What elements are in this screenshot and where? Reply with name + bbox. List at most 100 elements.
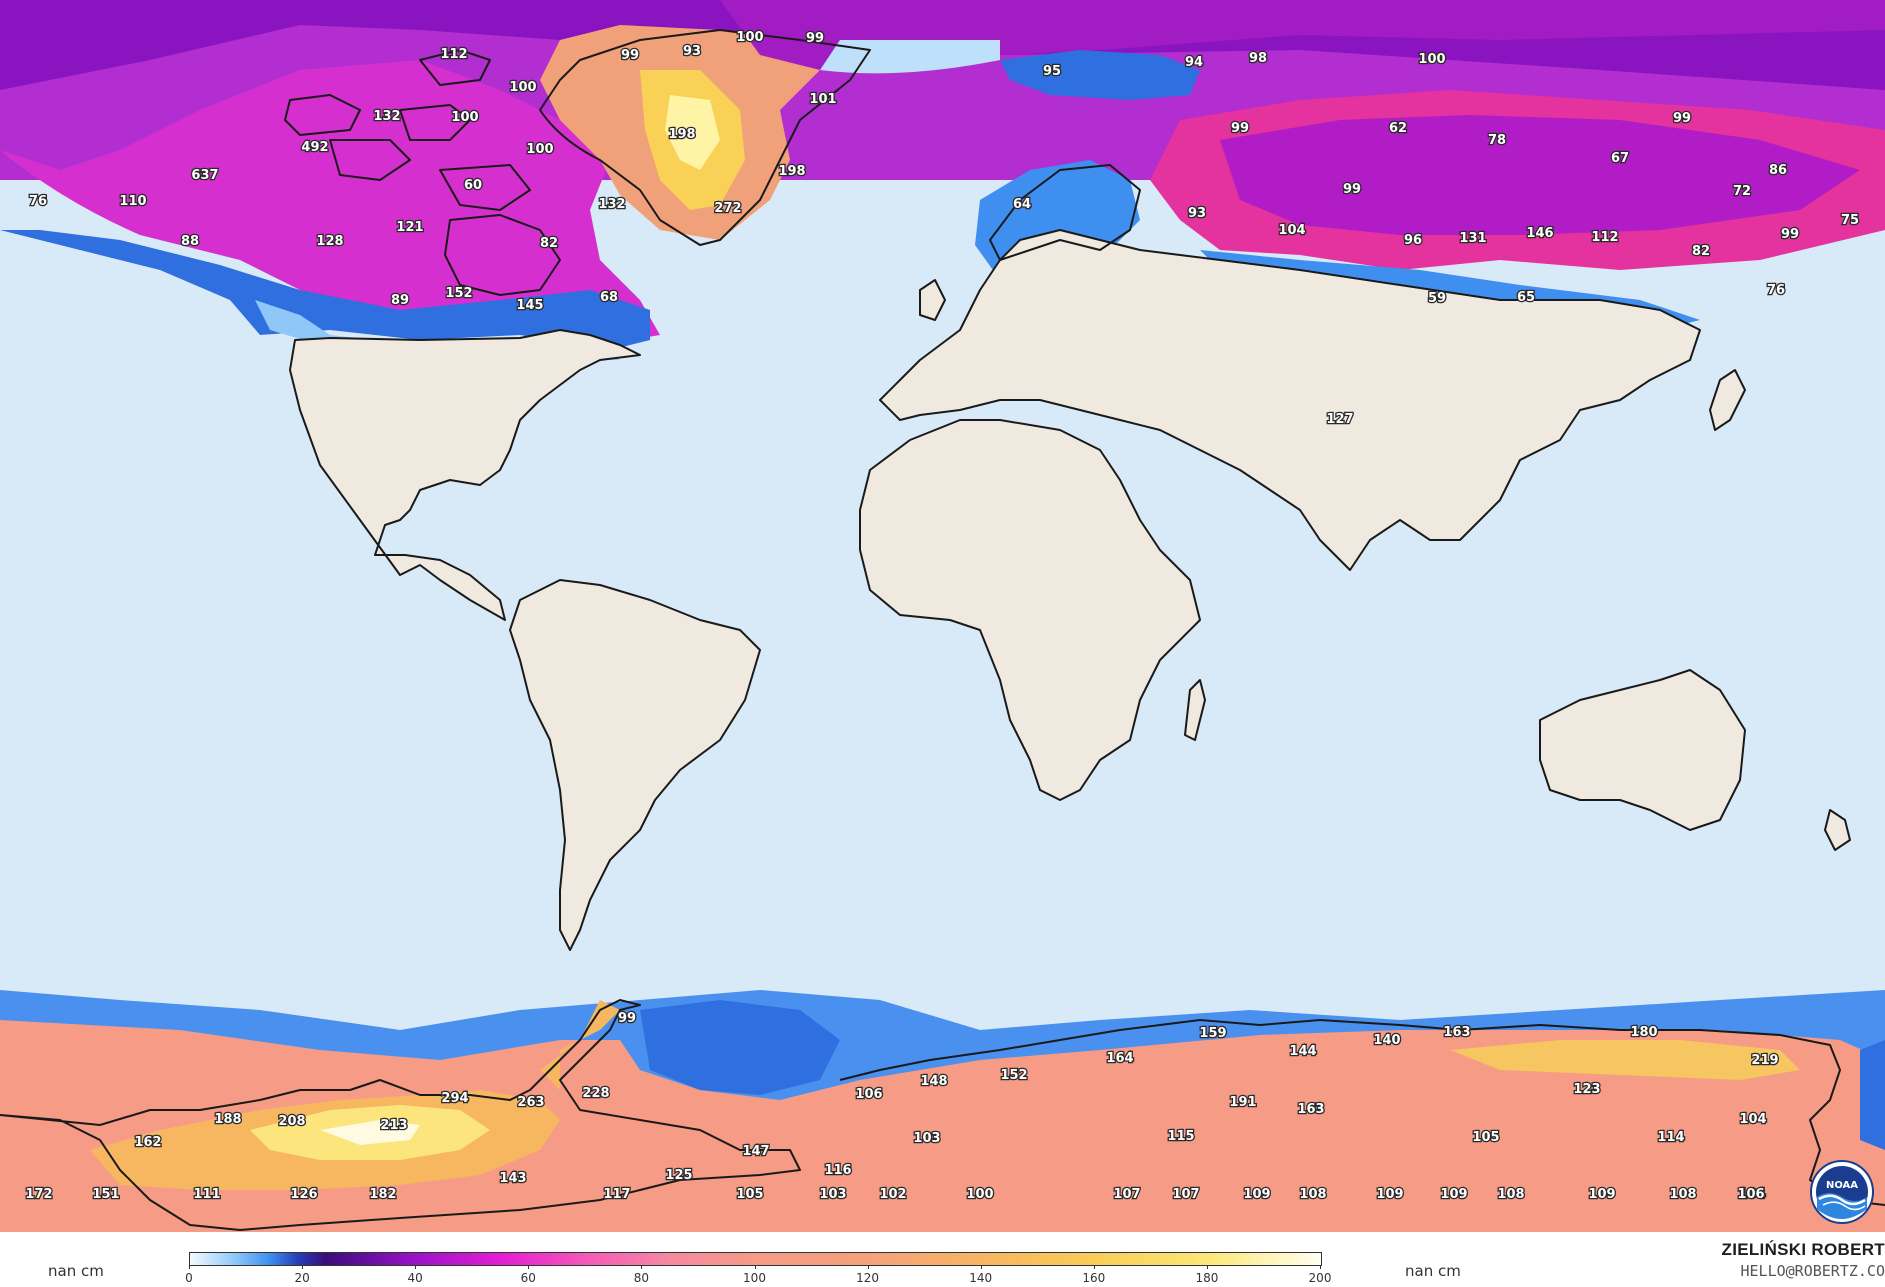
- snow-depth-value-label: 65: [1517, 290, 1535, 305]
- coast-outlines: [0, 49, 1885, 1231]
- snow-depth-value-label: 95: [1043, 64, 1061, 79]
- snow-depth-value-label: 103: [819, 1187, 846, 1202]
- snow-depth-value-label: 152: [445, 286, 472, 301]
- colorbar-tick-label: 100: [743, 1271, 766, 1285]
- snow-depth-value-label: 101: [809, 92, 836, 107]
- snow-depth-value-label: 68: [600, 290, 618, 305]
- snow-depth-value-label: 637: [191, 168, 218, 183]
- snow-depth-value-label: 100: [526, 142, 553, 157]
- snow-depth-value-label: 104: [1278, 223, 1305, 238]
- snow-depth-value-label: 110: [119, 194, 146, 209]
- snow-depth-value-label: 76: [29, 194, 47, 209]
- snow-depth-value-label: 108: [1497, 1187, 1524, 1202]
- legend-footer: nan cm 0 20 40 60 80 100 120 140 160 180 200 nan c…: [0, 1232, 1885, 1287]
- snow-depth-value-label: 78: [1488, 133, 1506, 148]
- snow-depth-value-label: 143: [499, 1171, 526, 1186]
- south-america-land: [509, 579, 761, 951]
- author-email[interactable]: HELLO@ROBERTZ.CO: [1740, 1262, 1885, 1280]
- snow-depth-value-label: 492: [301, 140, 328, 155]
- value-labels: 112 99 93 100 99 100 132 100 492 100 60 132 82 145 68 1…: [24, 29, 1860, 1204]
- snow-depth-value-label: 131: [1459, 231, 1486, 246]
- snow-depth-value-label: 114: [1657, 1130, 1684, 1145]
- north-america-land: [289, 329, 641, 621]
- snow-depth-value-label: 109: [1588, 1187, 1615, 1202]
- snow-depth-value-label: 76: [1767, 283, 1785, 298]
- snow-depth-value-label: 148: [920, 1074, 947, 1089]
- snow-depth-value-label: 106: [855, 1087, 882, 1102]
- snow-depth-value-label: 263: [517, 1095, 544, 1110]
- snow-depth-value-label: 100: [966, 1187, 993, 1202]
- snow-depth-value-label: 188: [214, 1112, 241, 1127]
- snow-depth-value-label: 146: [1526, 226, 1553, 241]
- landmasses: [289, 29, 1851, 951]
- snow-depth-value-label: 109: [1376, 1187, 1403, 1202]
- snow-depth-value-label: 99: [1231, 121, 1249, 136]
- southern-snow-field: [0, 990, 1885, 1232]
- colorbar-tick-label: 140: [969, 1271, 993, 1285]
- unit-label-left: nan cm: [48, 1262, 104, 1280]
- snow-depth-value-label: 172: [25, 1187, 52, 1202]
- snow-depth-value-label: 163: [1297, 1102, 1324, 1117]
- snow-depth-map[interactable]: 112 99 93 100 99 100 132 100 492 100 60 132 82 145 68 1…: [0, 0, 1885, 1232]
- snow-depth-value-label: 125: [665, 1168, 692, 1183]
- scandinavia-coast: [989, 164, 1141, 261]
- snow-depth-value-label: 132: [373, 109, 400, 124]
- snow-depth-value-label: 100: [451, 110, 478, 125]
- colorbar-tick-label: 20: [294, 1271, 310, 1285]
- snow-depth-value-label: 219: [1751, 1053, 1778, 1068]
- snow-depth-value-label: 112: [1591, 230, 1618, 245]
- snow-depth-value-label: 108: [1669, 1187, 1696, 1202]
- snow-depth-value-label: 67: [1611, 151, 1629, 166]
- colorbar-tick: [867, 1265, 869, 1269]
- colorbar-tick: [1206, 1265, 1208, 1269]
- snow-depth-value-label: 132: [598, 197, 625, 212]
- snow-depth-value-label: 180: [1630, 1025, 1657, 1040]
- snow-depth-value-label: 109: [1243, 1187, 1270, 1202]
- europe-africa-land: [859, 419, 1201, 801]
- greenland-coast: [539, 29, 871, 246]
- snow-depth-value-label: 100: [1418, 52, 1445, 67]
- snow-depth-value-label: 272: [714, 201, 741, 216]
- snow-depth-value-label: 93: [1188, 206, 1206, 221]
- snow-depth-value-label: 121: [396, 220, 423, 235]
- snow-depth-value-label: 98: [1249, 51, 1267, 66]
- snow-depth-value-label: 88: [181, 234, 199, 249]
- snow-depth-value-label: 128: [316, 234, 343, 249]
- antarctic-coast: [0, 999, 801, 1231]
- snow-depth-value-label: 94: [1185, 55, 1203, 70]
- snow-depth-value-label: 107: [1113, 1187, 1140, 1202]
- snow-depth-value-label: 109: [1440, 1187, 1467, 1202]
- snow-depth-value-label: 198: [778, 164, 805, 179]
- snow-depth-value-label: 198: [668, 127, 695, 142]
- snow-depth-value-label: 106: [1737, 1187, 1764, 1202]
- colorbar-tick-label: 60: [520, 1271, 536, 1285]
- antarctic-east-coast: [839, 1019, 1885, 1206]
- snow-depth-value-label: 75: [1841, 213, 1859, 228]
- snow-depth-value-label: 213: [380, 1118, 407, 1133]
- snow-depth-value-label: 294: [441, 1091, 468, 1106]
- snow-depth-value-label: 59: [1428, 291, 1446, 306]
- snow-depth-value-label: 162: [134, 1135, 161, 1150]
- snow-depth-value-label: 99: [1673, 111, 1691, 126]
- snow-depth-value-label: 111: [193, 1187, 220, 1202]
- colorbar-tick: [415, 1265, 417, 1269]
- colorbar-tick: [980, 1265, 982, 1269]
- snow-depth-value-label: 151: [92, 1187, 119, 1202]
- snow-depth-value-label: 123: [1573, 1082, 1600, 1097]
- snow-depth-value-label: 105: [736, 1187, 763, 1202]
- eurasia-land: [879, 229, 1701, 571]
- colorbar-tick: [302, 1265, 304, 1269]
- snow-depth-value-label: 127: [1326, 412, 1353, 427]
- colorbar-tick: [754, 1265, 756, 1269]
- snow-depth-value-label: 117: [603, 1187, 630, 1202]
- snow-depth-value-label: 145: [516, 298, 543, 313]
- colorbar-tick: [641, 1265, 643, 1269]
- snow-depth-value-label: 144: [1289, 1044, 1316, 1059]
- snow-depth-value-label: 228: [582, 1086, 609, 1101]
- new-zealand-land: [1824, 809, 1851, 851]
- colorbar-tick: [1093, 1265, 1095, 1269]
- colorbar-tick-label: 0: [185, 1271, 193, 1285]
- snow-depth-value-label: 82: [1692, 244, 1710, 259]
- snow-depth-value-label: 72: [1733, 184, 1751, 199]
- snow-depth-value-label: 89: [391, 293, 409, 308]
